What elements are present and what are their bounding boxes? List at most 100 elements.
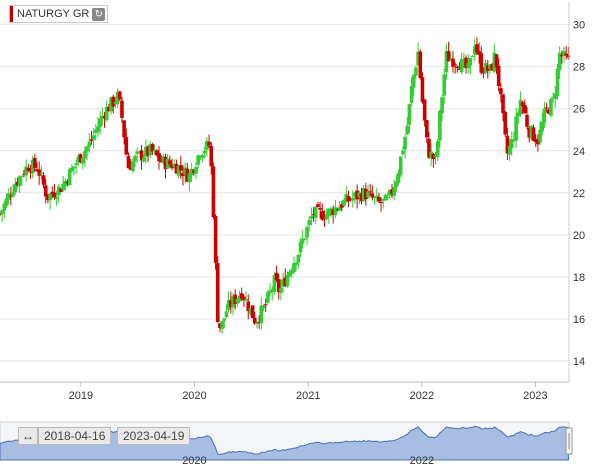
candle-body xyxy=(409,86,414,103)
range-to-input[interactable]: 2023-04-19 xyxy=(117,427,191,445)
candle-body xyxy=(468,57,473,66)
candle-body xyxy=(359,193,364,202)
candle-body xyxy=(170,164,174,169)
candle-body xyxy=(446,51,451,62)
candle-body xyxy=(19,176,24,178)
candle-body xyxy=(157,153,161,162)
y-axis: 14 16 18 20 22 24 26 28 30 xyxy=(568,2,585,382)
candle-body xyxy=(0,210,4,214)
candle-body xyxy=(174,163,179,174)
candle-body xyxy=(2,203,7,211)
candle-body xyxy=(385,197,390,199)
candle-body xyxy=(416,51,420,66)
candle-body xyxy=(472,46,477,55)
candle-body xyxy=(96,126,100,132)
candle-body xyxy=(553,93,558,99)
candle-body xyxy=(523,104,527,114)
x-tick-label: 2019 xyxy=(69,390,93,402)
candle-body xyxy=(274,272,279,281)
candle-body xyxy=(172,163,177,168)
candle-body xyxy=(63,180,68,187)
candle-body xyxy=(98,118,102,127)
candle-body xyxy=(377,196,381,202)
candle-body xyxy=(146,146,150,156)
refresh-icon[interactable]: ↻ xyxy=(92,7,106,21)
candle-body xyxy=(566,55,571,58)
candle-body xyxy=(4,198,9,206)
candle-body xyxy=(9,195,13,197)
y-tick-label: 22 xyxy=(573,188,585,200)
candle-body xyxy=(220,321,224,329)
candle-body xyxy=(13,184,18,193)
candle-body xyxy=(41,175,46,185)
candle-body xyxy=(248,308,253,314)
candle-body xyxy=(141,157,146,162)
candle-body xyxy=(65,181,70,184)
candle-body xyxy=(120,100,124,118)
candle-body xyxy=(396,173,401,183)
candle-body xyxy=(6,193,11,200)
candle-body xyxy=(555,68,560,97)
candle-body xyxy=(331,209,335,216)
candle-body xyxy=(113,102,118,105)
candle-body xyxy=(263,304,268,306)
candle-body xyxy=(512,139,516,141)
candle-body xyxy=(294,262,298,265)
candle-body xyxy=(407,104,412,125)
candle-body xyxy=(562,51,566,56)
candle-body xyxy=(520,102,525,107)
candle-body xyxy=(115,91,120,104)
candle-body xyxy=(207,142,211,146)
candle-body xyxy=(187,173,192,183)
candle-body xyxy=(67,169,72,186)
candle-body xyxy=(344,193,349,203)
candle-body xyxy=(205,140,209,150)
legend-swatch xyxy=(10,6,13,22)
candle-body xyxy=(422,99,427,121)
series-legend[interactable]: NATURGY GR ↻ xyxy=(9,5,109,23)
candle-body xyxy=(514,116,518,141)
candle-body xyxy=(470,55,475,57)
candle-body xyxy=(283,277,288,287)
candle-body xyxy=(442,74,447,96)
candle-body xyxy=(414,67,418,76)
candle-body xyxy=(54,197,59,200)
candle-body xyxy=(131,161,135,172)
candle-body xyxy=(453,64,457,66)
candle-body xyxy=(403,136,407,150)
candle-body xyxy=(368,191,373,193)
candle-body xyxy=(239,293,244,299)
candle-body xyxy=(538,129,542,143)
candle-body xyxy=(490,64,494,71)
range-from-input[interactable]: 2018-04-16 xyxy=(38,427,112,445)
y-tick-label: 20 xyxy=(573,230,585,242)
range-arrows-icon[interactable]: ↔ xyxy=(18,427,38,445)
candle-body xyxy=(48,193,52,201)
candle-body xyxy=(202,150,207,154)
candle-body xyxy=(420,77,425,102)
candle-body xyxy=(159,159,163,163)
candle-body xyxy=(83,151,87,159)
candle-body xyxy=(59,188,63,193)
candle-body xyxy=(483,62,488,74)
candle-body xyxy=(218,323,222,329)
candle-body xyxy=(451,58,455,67)
x-tick-label: 2023 xyxy=(523,390,547,402)
x-axis: 2019 2020 2021 2022 2023 xyxy=(0,381,569,402)
candle-body xyxy=(355,190,359,200)
candle-body xyxy=(268,290,272,294)
candle-body xyxy=(549,98,553,116)
candle-body xyxy=(28,171,33,173)
candle-body xyxy=(531,127,536,141)
y-tick-label: 18 xyxy=(573,272,585,284)
candle-body xyxy=(411,74,416,88)
candle-body xyxy=(551,97,555,99)
candle-body xyxy=(348,198,353,201)
candle-body xyxy=(117,91,122,100)
candle-body xyxy=(533,138,538,143)
candle-body xyxy=(346,195,351,202)
candle-body xyxy=(438,110,442,141)
candle-body xyxy=(320,211,325,220)
y-tick-label: 28 xyxy=(573,62,585,74)
